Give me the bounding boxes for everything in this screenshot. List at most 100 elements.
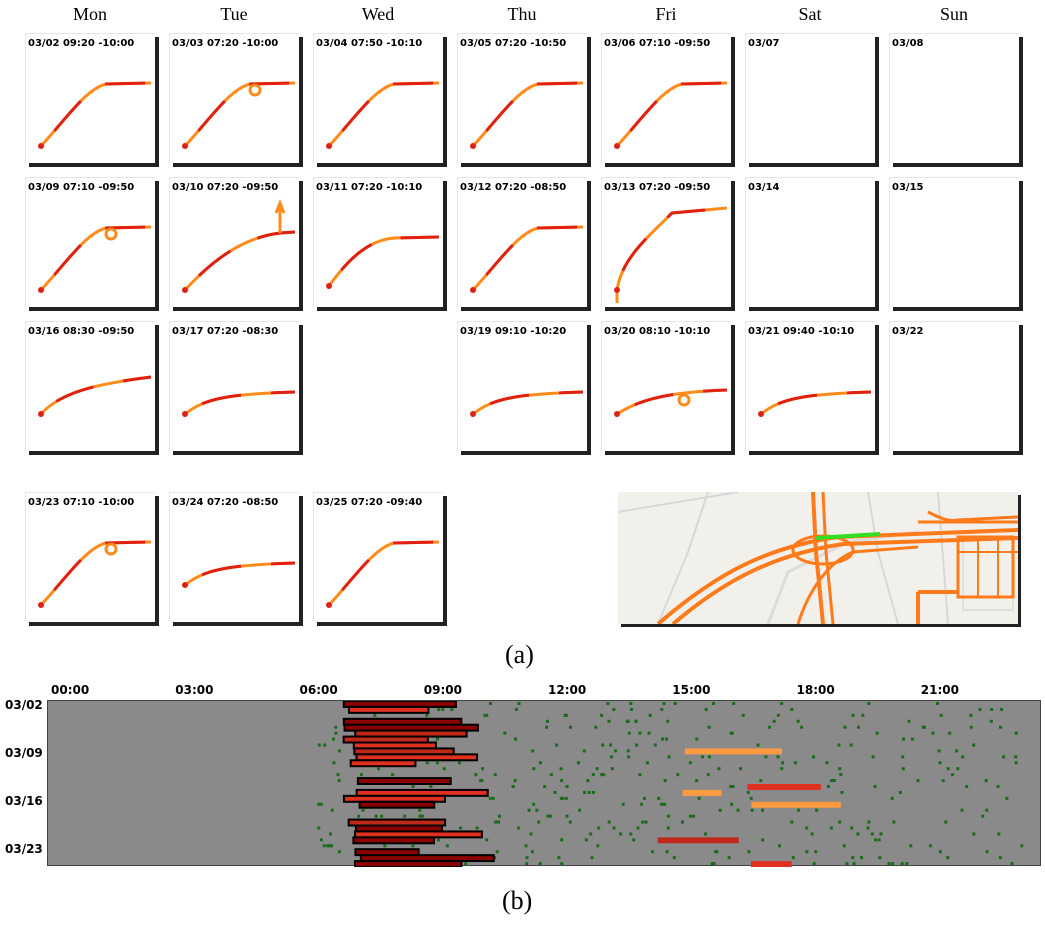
sparse-dot — [666, 719, 670, 723]
sparse-dot — [450, 707, 454, 711]
sparse-dot — [660, 802, 664, 806]
sparse-dot — [997, 832, 1001, 836]
sparse-dot — [892, 820, 896, 824]
trajectory-congestion-segment — [615, 81, 728, 148]
sparse-dot — [875, 731, 879, 735]
sparse-dot — [946, 856, 950, 860]
sparse-dot — [905, 862, 909, 866]
sparse-dot — [981, 814, 985, 818]
x-tick-label: 21:00 — [920, 683, 959, 697]
trajectory-congestion-segment — [39, 225, 152, 292]
sparse-dot — [998, 856, 1002, 860]
trajectory-congestion-segment — [39, 375, 152, 416]
sparse-dot — [638, 773, 642, 777]
sparse-dot — [607, 719, 611, 723]
trajectory-line — [327, 81, 440, 148]
trajectory-congestion-segment — [327, 540, 440, 607]
sparse-dot — [922, 725, 926, 729]
cell-date-label: 03/25 07:20 -09:40 — [316, 497, 423, 508]
cell-date-label: 03/17 07:20 -08:30 — [172, 326, 279, 337]
trajectory-plot — [38, 225, 152, 293]
sparse-dot — [459, 826, 463, 830]
sparse-dot — [750, 808, 754, 812]
sparse-dot — [577, 761, 581, 765]
trajectory-start-marker — [182, 287, 188, 293]
sparse-dot — [710, 862, 714, 866]
sparse-dot — [706, 773, 710, 777]
sparse-dot — [939, 713, 943, 717]
sparse-dot — [619, 832, 623, 836]
trajectory-start-marker — [758, 411, 764, 417]
y-tick-label: 03/23 — [5, 842, 43, 856]
sparse-dot — [495, 850, 499, 854]
sparse-dot — [549, 773, 553, 777]
sparse-dot — [665, 850, 669, 854]
sparse-dot — [900, 862, 904, 866]
sparse-dot — [852, 862, 856, 866]
sparse-dot — [985, 850, 989, 854]
sparse-dot — [332, 761, 336, 765]
sparse-dot — [718, 808, 722, 812]
x-tick-label: 18:00 — [796, 683, 835, 697]
caption-b: (b) — [502, 886, 533, 915]
sparse-dot — [497, 820, 501, 824]
sparse-dot — [1005, 796, 1009, 800]
sparse-dot — [843, 725, 847, 729]
sparse-dot — [494, 820, 498, 824]
sparse-dot — [614, 749, 618, 753]
sparse-dot — [759, 779, 763, 783]
cell-date-label: 03/20 08:10 -10:10 — [604, 326, 711, 337]
sparse-dot — [662, 702, 666, 705]
sparse-dot — [907, 719, 911, 723]
trajectory-start-marker — [38, 143, 44, 149]
cell-date-label: 03/12 07:20 -08:50 — [460, 182, 567, 193]
sparse-dot — [317, 743, 321, 747]
congestion-block — [349, 759, 417, 768]
sparse-dot — [636, 826, 640, 830]
sparse-dot — [514, 737, 518, 741]
sparse-dot — [772, 719, 776, 723]
sparse-dot — [1002, 755, 1006, 759]
sparse-dot — [627, 731, 631, 735]
sparse-dot — [861, 713, 865, 717]
trajectory-cell: 03/03 07:20 -10:00 — [169, 33, 299, 163]
trajectory-plot — [326, 540, 440, 608]
day-header-fri: Fri — [655, 4, 677, 24]
sparse-dot — [764, 755, 768, 759]
trajectory-start-marker — [38, 411, 44, 417]
sparse-dot — [458, 761, 462, 765]
cell-date-label: 03/07 — [748, 38, 780, 49]
congestion-block — [353, 860, 463, 868]
congestion-block — [356, 777, 452, 785]
sparse-dot — [322, 844, 326, 848]
sparse-dot — [851, 713, 855, 717]
sparse-dot — [712, 862, 716, 866]
sparse-dot — [1014, 755, 1018, 759]
sparse-dot — [1014, 731, 1018, 735]
sparse-dot — [525, 862, 529, 866]
cell-date-label: 03/09 07:10 -09:50 — [28, 182, 135, 193]
sparse-dot — [672, 856, 676, 860]
sparse-dot — [965, 785, 969, 788]
sparse-dot — [756, 743, 760, 747]
sparse-dot — [849, 743, 853, 747]
sparse-dot — [704, 832, 708, 836]
sparse-dot — [837, 743, 841, 747]
sparse-dot — [815, 808, 819, 812]
sparse-dot — [513, 779, 517, 783]
trajectory-plot — [38, 540, 152, 608]
sparse-dot — [839, 773, 843, 777]
trajectory-plot — [182, 390, 296, 417]
sparse-dot — [317, 802, 321, 806]
sparse-dot — [591, 773, 595, 777]
trajectory-start-marker — [470, 143, 476, 149]
sparse-dot — [676, 773, 680, 777]
sparse-dot — [812, 755, 816, 759]
sparse-dot — [545, 719, 549, 723]
sparse-dot — [565, 814, 569, 818]
sparse-dot — [595, 767, 599, 771]
trajectory-plot — [614, 206, 728, 303]
caption-a: (a) — [505, 640, 534, 669]
sparse-dot — [901, 755, 905, 759]
sparse-dot — [582, 749, 586, 753]
